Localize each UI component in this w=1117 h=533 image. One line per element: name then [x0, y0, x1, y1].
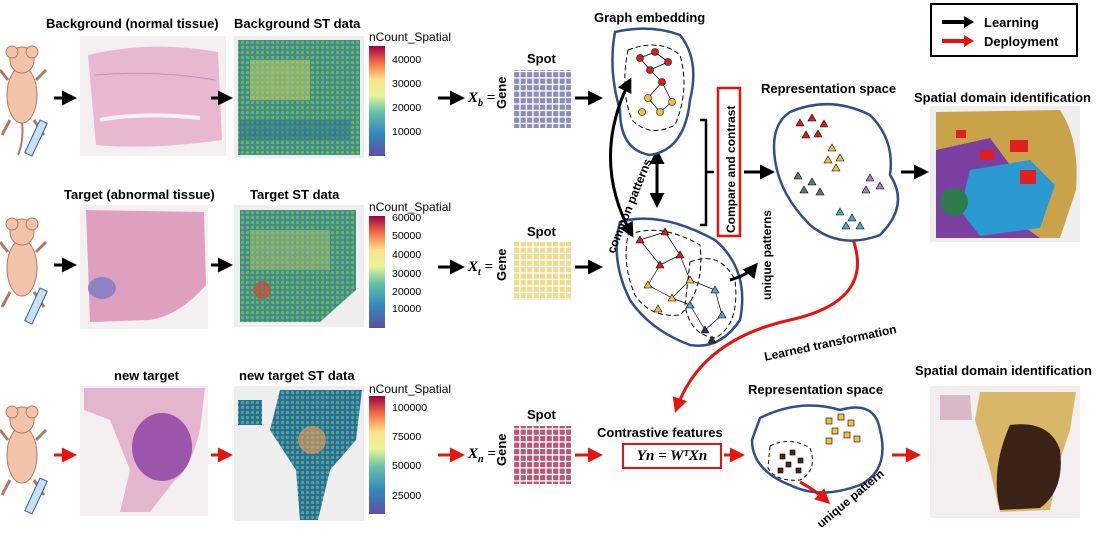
- matrix-new-target: [513, 426, 571, 484]
- red-arrow-icon: [942, 35, 974, 47]
- x-letter: X: [468, 446, 479, 462]
- spot-label-bottom: Spot: [527, 407, 556, 422]
- graph-embedding-target: [615, 217, 744, 347]
- new-target-tissue-image: [80, 386, 208, 516]
- compare-contrast-box: [716, 86, 742, 238]
- new-target-st-title: new target ST data: [239, 368, 355, 383]
- matrix-symbol-target: Xt =: [468, 259, 493, 278]
- target-colorbar-tick: 20000: [392, 286, 422, 298]
- new-target-colorbar-tick: 75000: [392, 431, 422, 443]
- target-colorbar-tick: 60000: [392, 212, 422, 224]
- background-colorbar-tick: 20000: [392, 102, 422, 114]
- contrastive-formula-box: Yn = WᵀXn: [622, 443, 722, 469]
- spatial-domain-title-bottom: Spatial domain identification: [915, 363, 1092, 378]
- matrix-symbol-new-target: Xn =: [468, 446, 496, 465]
- gene-label-middle: Gene: [494, 248, 509, 281]
- background-colorbar-tick: 40000: [392, 54, 422, 66]
- target-colorbar-tick: 40000: [392, 249, 422, 261]
- new-target-colorbar-title: nCount_Spatial: [369, 382, 452, 396]
- colorbar-new-target: [369, 396, 385, 514]
- equals-sign: =: [487, 446, 496, 462]
- legend-learning-label: Learning: [984, 14, 1039, 30]
- legend-row-learning: Learning: [940, 13, 1039, 31]
- target-st-title: Target ST data: [250, 187, 340, 202]
- row-arrows-red: [54, 231, 921, 463]
- background-st-map: [234, 36, 364, 158]
- matrix-background: [513, 70, 571, 128]
- gene-label-bottom: Gene: [494, 433, 509, 466]
- matrix-target: [513, 242, 571, 300]
- x-subscript: t: [478, 267, 481, 278]
- representation-space-bottom: [750, 404, 884, 505]
- x-letter: X: [468, 259, 479, 275]
- representation-space-title-bottom: Representation space: [748, 382, 884, 397]
- target-colorbar-tick: 10000: [392, 303, 422, 315]
- spatial-domain-map-bottom: [930, 386, 1080, 518]
- target-tissue-title: Target (abnormal tissue): [64, 187, 215, 202]
- background-st-title: Background ST data: [234, 16, 361, 31]
- spatial-domain-map-top: [930, 106, 1080, 242]
- common-patterns-arrow: [609, 77, 634, 238]
- target-colorbar-title: nCount_Spatial: [369, 200, 452, 214]
- new-target-colorbar-tick: 100000: [392, 402, 428, 414]
- background-tissue-image: [80, 36, 226, 156]
- x-letter: X: [468, 90, 479, 106]
- equals-sign: =: [484, 259, 494, 275]
- legend-deployment-label: Deployment: [984, 33, 1059, 49]
- new-target-tissue-title: new target: [114, 368, 180, 383]
- new-target-colorbar-tick: 50000: [392, 460, 422, 472]
- representation-space-title-top: Representation space: [761, 81, 897, 96]
- representation-space-top: [772, 103, 900, 242]
- unique-patterns-label: unique patterns: [760, 209, 774, 300]
- target-colorbar-tick: 50000: [392, 230, 422, 242]
- new-target-colorbar-tick: 25000: [392, 490, 422, 502]
- mouse-illustration-bottom: [0, 405, 48, 515]
- contrastive-formula: Yn = WᵀXn: [636, 447, 708, 464]
- graph-embedding-title: Graph embedding: [594, 10, 706, 25]
- spot-label-middle: Spot: [527, 224, 556, 239]
- background-colorbar-tick: 30000: [392, 78, 422, 90]
- matrix-symbol-background: Xb =: [468, 90, 495, 109]
- gene-label-top: Gene: [494, 76, 509, 109]
- legend-box: Learning Deployment: [930, 3, 1078, 57]
- background-colorbar-title: nCount_Spatial: [369, 30, 452, 44]
- black-arrow-icon: [942, 16, 974, 28]
- unique-patterns-arrow: [729, 262, 758, 282]
- spot-label-top: Spot: [527, 51, 556, 66]
- background-colorbar-tick: 10000: [392, 126, 422, 138]
- mouse-illustration-top: [0, 45, 48, 157]
- x-subscript: n: [478, 454, 484, 465]
- new-target-st-map: [234, 386, 364, 521]
- compare-contrast-label: Compare and contrast: [724, 105, 738, 233]
- spatial-domain-title-top: Spatial domain identification: [914, 90, 1091, 105]
- colorbar-target: [369, 216, 385, 328]
- target-st-map: [234, 205, 364, 327]
- target-tissue-image: [80, 205, 208, 329]
- legend-row-deployment: Deployment: [940, 32, 1058, 50]
- mouse-illustration-middle: [0, 217, 48, 325]
- row-arrows-black: [54, 90, 929, 275]
- contrastive-features-title: Contrastive features: [597, 425, 723, 440]
- equals-sign: =: [486, 90, 496, 106]
- compare-bracket: [700, 118, 714, 227]
- x-subscript: b: [478, 98, 484, 109]
- background-tissue-title: Background (normal tissue): [46, 16, 219, 31]
- colorbar-background: [369, 46, 385, 156]
- target-colorbar-tick: 30000: [392, 268, 422, 280]
